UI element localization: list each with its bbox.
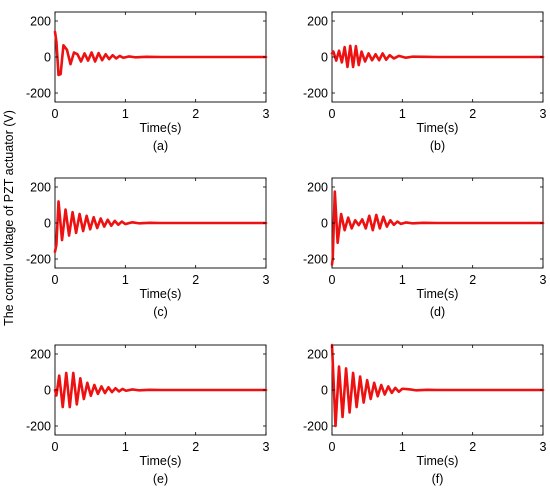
y-tick-label-d: 0 (321, 217, 328, 231)
x-tick-label-e: 2 (192, 440, 199, 454)
x-tick-label-c: 3 (263, 273, 270, 287)
y-tick-label-c: 0 (44, 217, 51, 231)
x-tick-label-e: 1 (122, 440, 129, 454)
x-tick-label-c: 2 (192, 273, 199, 287)
y-tick-label-a: 0 (44, 51, 51, 65)
panel-caption-c: (c) (153, 305, 168, 319)
panel-caption-e: (e) (153, 472, 168, 486)
y-tick-label-c: -200 (26, 253, 51, 267)
x-tick-label-f: 2 (469, 440, 476, 454)
panel-caption-d: (d) (430, 305, 445, 319)
x-tick-label-d: 1 (399, 273, 406, 287)
y-tick-label-b: -200 (303, 87, 328, 101)
shared-y-axis-label: The control voltage of PZT actuator (V) (2, 110, 16, 326)
x-axis-label-e: Time(s) (140, 454, 182, 468)
x-tick-label-b: 1 (399, 107, 406, 121)
x-tick-label-a: 0 (52, 107, 59, 121)
x-tick-label-d: 3 (540, 273, 547, 287)
x-tick-label-a: 2 (192, 107, 199, 121)
y-tick-label-a: -200 (26, 87, 51, 101)
x-axis-label-b: Time(s) (417, 121, 459, 135)
y-tick-label-b: 0 (321, 51, 328, 65)
panel-caption-a: (a) (153, 139, 168, 153)
x-tick-label-e: 0 (52, 440, 59, 454)
y-tick-label-a: 200 (30, 15, 51, 29)
y-tick-label-f: -200 (303, 420, 328, 434)
panel-caption-f: (f) (432, 472, 444, 486)
x-tick-label-f: 1 (399, 440, 406, 454)
series-line-e (53, 371, 268, 409)
x-tick-label-c: 0 (52, 273, 59, 287)
y-tick-label-d: 200 (307, 181, 328, 195)
x-axis-label-c: Time(s) (140, 287, 182, 301)
x-tick-label-b: 0 (329, 107, 336, 121)
x-tick-label-d: 2 (469, 273, 476, 287)
y-tick-label-f: 200 (307, 348, 328, 362)
y-tick-label-f: 0 (321, 384, 328, 398)
x-tick-label-d: 0 (329, 273, 336, 287)
x-axis-label-a: Time(s) (140, 121, 182, 135)
y-tick-label-d: -200 (303, 253, 328, 267)
x-tick-label-a: 1 (122, 107, 129, 121)
x-tick-label-c: 1 (122, 273, 129, 287)
x-tick-label-a: 3 (263, 107, 270, 121)
x-tick-label-b: 2 (469, 107, 476, 121)
x-axis-label-f: Time(s) (417, 454, 459, 468)
y-tick-label-c: 200 (30, 181, 51, 195)
x-tick-label-f: 0 (329, 440, 336, 454)
series-line-b (330, 44, 545, 69)
series-line-c (53, 200, 268, 254)
y-tick-label-b: 200 (307, 15, 328, 29)
y-tick-label-e: -200 (26, 420, 51, 434)
series-line-d (330, 190, 545, 266)
y-tick-label-e: 200 (30, 348, 51, 362)
series-line-f (330, 343, 545, 428)
panel-caption-b: (b) (430, 139, 445, 153)
x-tick-label-f: 3 (540, 440, 547, 454)
x-axis-label-d: Time(s) (417, 287, 459, 301)
x-tick-label-e: 3 (263, 440, 270, 454)
series-line-a (53, 30, 268, 77)
y-tick-label-e: 0 (44, 384, 51, 398)
x-tick-label-b: 3 (540, 107, 547, 121)
